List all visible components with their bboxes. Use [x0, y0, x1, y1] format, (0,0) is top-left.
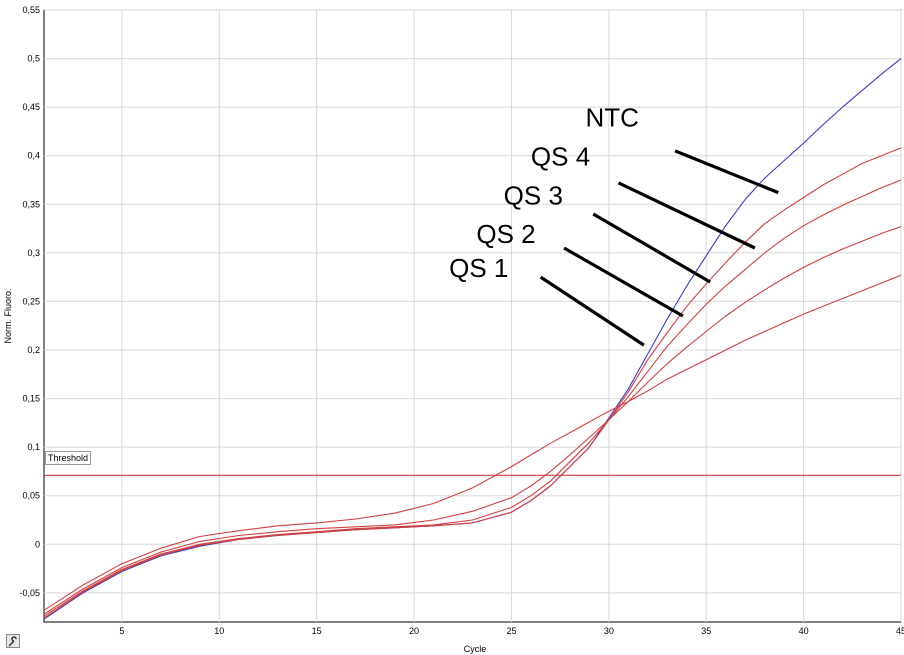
- y-tick-label: 0,1: [27, 442, 40, 452]
- x-tick-label: 15: [312, 626, 322, 636]
- x-tick-label: 10: [214, 626, 224, 636]
- callout-label-qs-2: QS 2: [476, 219, 535, 249]
- y-tick-label: 0,45: [22, 102, 40, 112]
- callout-label-qs-1: QS 1: [449, 253, 508, 283]
- y-tick-label: 0,5: [27, 54, 40, 64]
- y-axis-title: Norm. Fluoro.: [3, 288, 13, 343]
- x-axis-ticks: 5 10 15 20 25 30 35 40 45: [119, 626, 904, 636]
- y-axis-ticks: -0,05 0 0,05 0,1 0,15 0,2 0,25 0,3 0,35 0,4 0,45 0,…: [19, 5, 40, 598]
- callout-label-qs-4: QS 4: [531, 141, 590, 171]
- x-tick-label: 25: [506, 626, 516, 636]
- callout-line-qs-2: [563, 246, 684, 318]
- x-tick-label: 45: [896, 626, 904, 636]
- y-tick-label: 0,15: [22, 394, 40, 404]
- series-line-qs-3: [43, 179, 902, 617]
- callout-line-qs-4: [617, 181, 756, 250]
- series-line-qs-4: [43, 147, 902, 619]
- x-tick-label: 20: [409, 626, 419, 636]
- series-line-qs-1: [43, 274, 902, 611]
- x-tick-label: 30: [604, 626, 614, 636]
- callout-line-ntc: [674, 149, 779, 195]
- callout-line-qs-1: [539, 275, 645, 347]
- callouts: NTC QS 4 QS 3 QS 2 QS 1: [449, 103, 779, 347]
- chart-settings-button[interactable]: [6, 634, 20, 648]
- grid-lines: [44, 9, 902, 622]
- threshold-label[interactable]: Threshold: [45, 451, 92, 465]
- x-tick-label: 5: [119, 626, 124, 636]
- plot-area: [43, 9, 902, 623]
- y-tick-label: 0,55: [22, 5, 40, 15]
- y-tick-label: 0,25: [22, 296, 40, 306]
- callout-line-qs-3: [592, 212, 711, 284]
- x-tick-label: 40: [799, 626, 809, 636]
- y-tick-label: 0,3: [27, 248, 40, 258]
- x-axis-title: Cycle: [464, 644, 487, 654]
- y-tick-label: 0,4: [27, 151, 40, 161]
- x-tick-label: 35: [701, 626, 711, 636]
- y-tick-label: 0,2: [27, 345, 40, 355]
- y-tick-label: 0: [35, 539, 40, 549]
- series-lines: [43, 58, 902, 620]
- callout-label-ntc: NTC: [585, 103, 638, 133]
- y-tick-label: 0,35: [22, 199, 40, 209]
- series-line-qs-2: [43, 226, 902, 615]
- callout-label-qs-3: QS 3: [504, 180, 563, 210]
- wrench-icon: [8, 636, 17, 647]
- y-tick-label: 0,05: [22, 491, 40, 501]
- y-tick-label: -0,05: [19, 588, 40, 598]
